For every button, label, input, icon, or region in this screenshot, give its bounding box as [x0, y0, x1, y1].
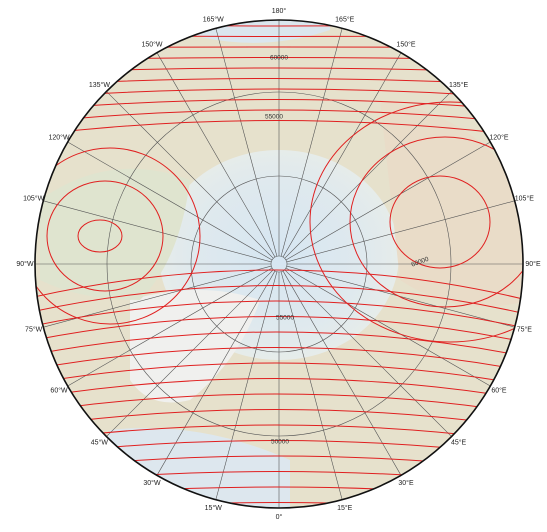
meridian-label: 165°E	[335, 15, 354, 23]
contour-line	[35, 147, 201, 325]
greenland	[130, 290, 260, 403]
meridian-label: 15°E	[337, 504, 353, 512]
meridian	[285, 267, 491, 387]
map-border	[34, 19, 524, 509]
contour-line	[349, 136, 523, 308]
contour-line	[35, 300, 523, 334]
meridian	[215, 271, 278, 500]
siberia	[380, 100, 523, 307]
meridian-label: 60°W	[50, 386, 68, 394]
meridian	[156, 52, 276, 258]
meridian-label: 120°W	[48, 133, 69, 141]
meridian	[156, 270, 276, 476]
meridian-label: 60°E	[491, 386, 507, 394]
meridian-label: 165°W	[203, 15, 224, 23]
meridian	[286, 200, 515, 263]
meridian-label: 75°W	[25, 325, 43, 333]
contour-line	[389, 175, 491, 269]
meridian	[284, 91, 452, 259]
meridians	[35, 20, 523, 508]
contour-line	[35, 502, 523, 508]
meridian-label: 30°E	[398, 479, 414, 487]
meridian	[67, 141, 273, 261]
meridian-label: 90°W	[16, 260, 34, 268]
meridian-label: 75°E	[517, 325, 533, 333]
meridian-label: 90°E	[525, 260, 541, 268]
contour-label: 55000	[276, 315, 294, 322]
contour-label: 50000	[271, 439, 289, 446]
meridian-label: 105°W	[23, 194, 44, 202]
meridian	[285, 141, 491, 261]
contour-line	[35, 331, 523, 362]
contour-label: 55000	[265, 114, 283, 121]
meridian	[282, 52, 402, 258]
meridian-label: 15°W	[205, 504, 223, 512]
meridian-label: 120°E	[489, 133, 508, 141]
meridian-label: 150°W	[141, 41, 162, 49]
meridian-label: 135°E	[449, 81, 468, 89]
meridian-label: 150°E	[396, 41, 415, 49]
meridian-label: 180°	[272, 7, 287, 15]
meridian	[106, 269, 274, 437]
meridian-label: 135°W	[89, 81, 110, 89]
contour-line	[35, 347, 523, 376]
contour-line	[35, 378, 523, 404]
contour-line	[35, 285, 523, 320]
contour-line	[46, 180, 164, 292]
contour-line	[77, 219, 123, 253]
meridian	[43, 200, 272, 263]
contour-line	[35, 362, 523, 390]
meridian	[67, 267, 273, 387]
meridian	[106, 91, 274, 259]
contour-line	[35, 316, 523, 348]
meridian	[215, 28, 278, 257]
meridian-label: 30°W	[143, 479, 161, 487]
meridian	[284, 269, 452, 437]
meridian-label: 45°E	[451, 439, 467, 447]
contour-line	[309, 101, 523, 343]
meridian-labels: 0° 15°E 30°E 45°E 60°E 75°E 90°E 105°E 120°E 135°…	[16, 7, 541, 521]
contour-line	[35, 120, 523, 140]
contour-line	[35, 269, 523, 306]
meridian-label: 45°W	[91, 439, 109, 447]
contour-label: 60000	[270, 55, 288, 62]
meridian	[282, 270, 402, 476]
meridian	[280, 271, 343, 500]
meridian	[280, 28, 343, 257]
meridian-label: 105°E	[515, 194, 534, 202]
meridian-label: 0°	[276, 513, 283, 521]
